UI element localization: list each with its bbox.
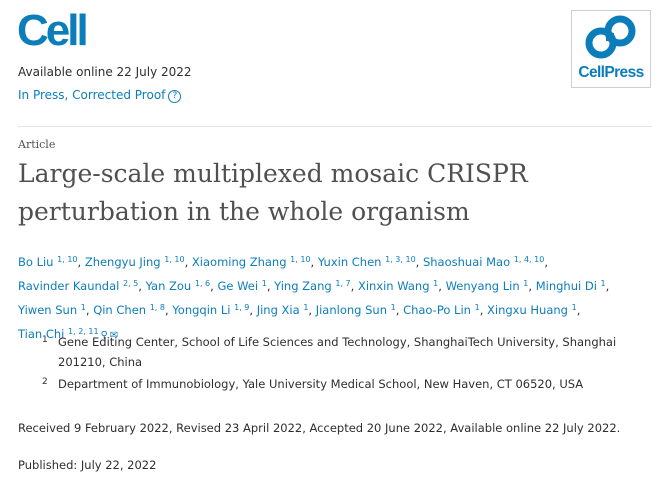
author-name[interactable]: Xiaoming Zhang xyxy=(191,255,291,269)
author-affiliation-sup[interactable]: 1 xyxy=(390,303,396,312)
author-link[interactable]: Yan Zou 1, 6 xyxy=(146,279,211,293)
author-separator: , xyxy=(576,303,581,317)
author-separator: , xyxy=(310,255,318,269)
author-name[interactable]: Minghui Di xyxy=(535,279,601,293)
author-separator: , xyxy=(266,279,275,293)
author-link[interactable]: Ravinder Kaundal 2, 5 xyxy=(18,279,138,293)
in-press-link[interactable]: In Press, Corrected Proof xyxy=(18,88,166,102)
author-affiliation-sup[interactable]: 1, 10 xyxy=(57,255,78,264)
author-separator: , xyxy=(164,303,173,317)
author-link[interactable]: Bo Liu 1, 10 xyxy=(18,255,78,269)
author-affiliation-sup[interactable]: 1, 7 xyxy=(335,279,351,288)
help-icon[interactable]: ? xyxy=(168,90,182,103)
author-link[interactable]: Yuxin Chen 1, 3, 10 xyxy=(318,255,416,269)
author-separator: , xyxy=(479,303,487,317)
affiliation-text: Gene Editing Center, School of Life Scie… xyxy=(58,335,617,369)
cellpress-logo[interactable]: CellPress xyxy=(571,10,651,88)
author-link[interactable]: Xingxu Huang 1 xyxy=(487,303,577,317)
author-name[interactable]: Yan Zou xyxy=(145,279,195,293)
author-separator: , xyxy=(605,279,610,293)
author-separator: , xyxy=(438,279,446,293)
author-separator: , xyxy=(184,255,192,269)
person-icon[interactable]: ⚲ xyxy=(100,330,108,341)
author-link[interactable]: Qin Chen 1, 8 xyxy=(93,303,165,317)
author-name[interactable]: Bo Liu xyxy=(18,255,58,269)
author-separator: , xyxy=(77,255,85,269)
affiliation-number: 2 xyxy=(42,377,48,387)
author-affiliation-sup[interactable]: 1 xyxy=(571,303,577,312)
author-separator: , xyxy=(249,303,257,317)
author-affiliation-sup[interactable]: 1 xyxy=(433,279,439,288)
author-link[interactable]: Jianlong Sun 1 xyxy=(316,303,396,317)
author-affiliation-sup[interactable]: 1, 8 xyxy=(149,303,165,312)
author-link[interactable]: Yongqin Li 1, 9 xyxy=(172,303,249,317)
author-affiliation-sup[interactable]: 1 xyxy=(600,279,606,288)
author-list: Bo Liu 1, 10, Zhengyu Jing 1, 10, Xiaomi… xyxy=(18,249,650,347)
author-affiliation-sup[interactable]: 1, 6 xyxy=(194,279,211,288)
author-name[interactable]: Yuxin Chen xyxy=(317,255,386,269)
author-name[interactable]: Shaoshuai Mao xyxy=(422,255,514,269)
author-name[interactable]: Qin Chen xyxy=(93,303,150,317)
author-link[interactable]: Minghui Di 1 xyxy=(536,279,606,293)
author-separator: , xyxy=(210,279,218,293)
author-separator: , xyxy=(85,303,94,317)
article-type: Article xyxy=(18,138,56,151)
journal-logo[interactable]: Cell xyxy=(17,6,89,55)
author-link[interactable]: Zhengyu Jing 1, 10 xyxy=(85,255,185,269)
author-name[interactable]: Tian Chi xyxy=(18,327,69,341)
author-separator: , xyxy=(308,303,316,317)
available-online-text: Available online 22 July 2022 xyxy=(18,65,192,79)
author-affiliation-sup[interactable]: 1 xyxy=(261,279,267,288)
author-affiliation-sup[interactable]: 1, 3, 10 xyxy=(385,255,416,264)
author-link[interactable]: Xinxin Wang 1 xyxy=(358,279,438,293)
author-affiliation-sup[interactable]: 2, 5 xyxy=(123,279,139,288)
author-link[interactable]: Shaoshuai Mao 1, 4, 10 xyxy=(423,255,544,269)
author-separator: , xyxy=(415,255,423,269)
author-affiliation-sup[interactable]: 1, 9 xyxy=(234,303,250,312)
author-affiliation-sup[interactable]: 1, 4, 10 xyxy=(513,255,545,264)
author-name[interactable]: Jing Xia xyxy=(256,303,304,317)
author-name[interactable]: Ying Zang xyxy=(274,279,336,293)
author-link[interactable]: Wenyang Lin 1 xyxy=(446,279,529,293)
author-name[interactable]: Yongqin Li xyxy=(172,303,235,317)
cellpress-mark-icon xyxy=(585,15,636,59)
publication-history: Received 9 February 2022, Revised 23 Apr… xyxy=(18,421,621,435)
affiliation-number: 1 xyxy=(42,335,48,345)
author-separator: , xyxy=(138,279,146,293)
author-name[interactable]: Xingxu Huang xyxy=(487,303,572,317)
cellpress-wordmark: CellPress xyxy=(578,64,644,81)
author-separator: , xyxy=(350,279,358,293)
author-link[interactable]: Ying Zang 1, 7 xyxy=(274,279,351,293)
header-divider xyxy=(18,126,652,127)
author-name[interactable]: Chao-Po Lin xyxy=(403,303,475,317)
author-affiliation-sup[interactable]: 1, 10 xyxy=(290,255,311,264)
author-name[interactable]: Ge Wei xyxy=(217,279,262,293)
author-affiliation-sup[interactable]: 1 xyxy=(474,303,480,312)
mail-icon[interactable]: ✉ xyxy=(109,330,119,341)
affiliation-text: Department of Immunobiology, Yale Univer… xyxy=(58,377,584,391)
author-link[interactable]: Jing Xia 1 xyxy=(257,303,309,317)
author-name[interactable]: Ravinder Kaundal xyxy=(18,279,123,293)
author-separator: , xyxy=(528,279,536,293)
author-affiliation-sup[interactable]: 1 xyxy=(303,303,309,312)
article-title: Large-scale multiplexed mosaic CRISPR pe… xyxy=(18,159,528,226)
author-link[interactable]: Tian Chi 1, 2, 11 ⚲ ✉ xyxy=(18,327,118,341)
author-affiliation-sup[interactable]: 1 xyxy=(80,303,86,312)
author-affiliation-sup[interactable]: 1, 2, 11 xyxy=(68,327,99,336)
in-press-status[interactable]: In Press, Corrected Proof? xyxy=(18,88,182,103)
author-link[interactable]: Xiaoming Zhang 1, 10 xyxy=(192,255,311,269)
author-link[interactable]: Ge Wei 1 xyxy=(217,279,266,293)
author-separator: , xyxy=(544,255,548,269)
author-name[interactable]: Zhengyu Jing xyxy=(84,255,165,269)
author-affiliation-sup[interactable]: 1, 10 xyxy=(164,255,185,264)
author-name[interactable]: Wenyang Lin xyxy=(445,279,524,293)
author-affiliation-sup[interactable]: 1 xyxy=(523,279,529,288)
author-link[interactable]: Yiwen Sun 1 xyxy=(18,303,86,317)
author-name[interactable]: Xinxin Wang xyxy=(357,279,434,293)
author-separator: , xyxy=(395,303,404,317)
author-link[interactable]: Chao-Po Lin 1 xyxy=(403,303,480,317)
published-date: Published: July 22, 2022 xyxy=(18,458,157,472)
author-name[interactable]: Yiwen Sun xyxy=(18,303,81,317)
author-name[interactable]: Jianlong Sun xyxy=(315,303,391,317)
